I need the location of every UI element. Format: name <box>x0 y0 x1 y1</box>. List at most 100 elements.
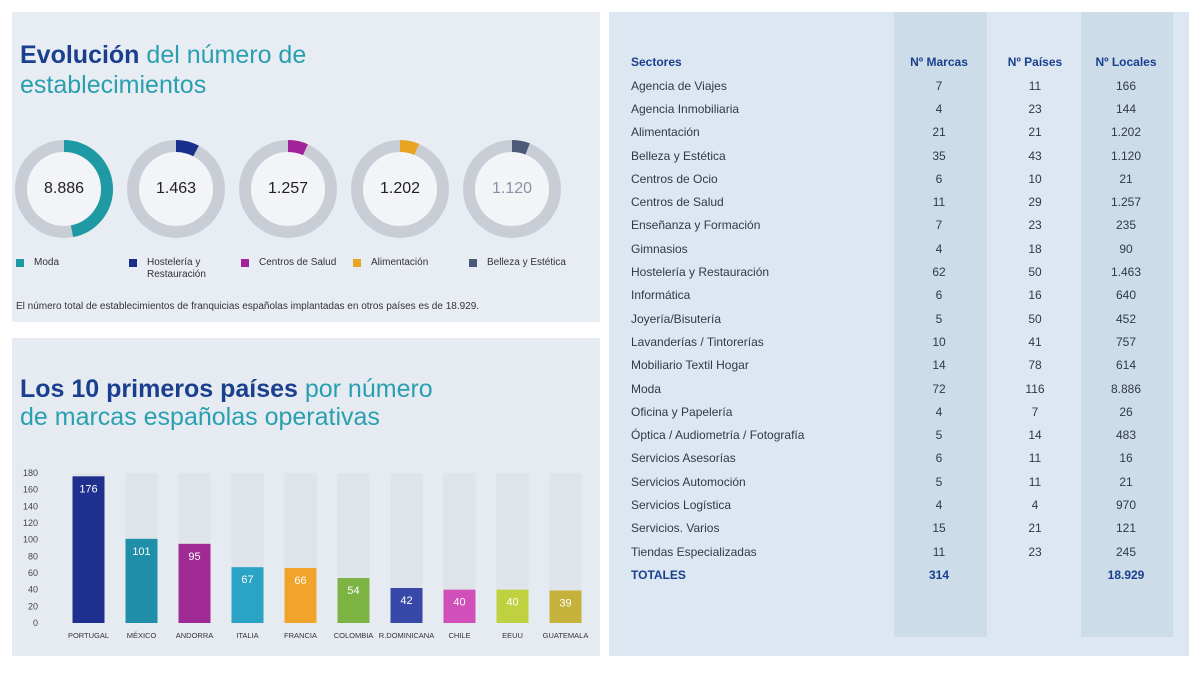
value-cell: 757 <box>1115 334 1137 349</box>
value-cell: 166 <box>1115 78 1137 93</box>
value-cell: 144 <box>1115 101 1137 116</box>
bar-colombia <box>337 578 370 623</box>
sector-name-cell: Alimentación <box>631 125 700 140</box>
sector-name-cell: Mobiliario Textil Hogar <box>631 358 749 373</box>
donut-value-centros-de-salud: 1.257 <box>267 180 309 197</box>
value-cell: 5 <box>935 311 943 326</box>
sector-name-cell: Óptica / Audiometría / Fotografía <box>631 428 805 443</box>
donut-value-alimentacion: 1.202 <box>379 180 421 197</box>
sector-name-cell: Gimnasios <box>631 241 688 256</box>
value-cell: 5 <box>935 428 943 443</box>
sector-name-cell: Enseñanza y Formación <box>631 218 761 233</box>
sector-name-cell: Servicios Automoción <box>631 474 746 489</box>
x-tick-label: PORTUGAL <box>68 631 109 640</box>
totals-value-cell <box>985 563 1085 586</box>
bar-title-line1: Los 10 primeros países por número <box>20 375 433 403</box>
value-cell: 1.202 <box>1110 125 1142 140</box>
column-header-sectores: Sectores <box>631 55 682 69</box>
locales-column-band <box>1081 12 1173 637</box>
donut-hosteleria-y-restauracion: 1.463 <box>124 137 228 241</box>
value-cell: 21 <box>1119 171 1133 186</box>
y-tick-label: 40 <box>28 585 38 595</box>
value-cell: 483 <box>1115 428 1137 443</box>
legend-label: Moda <box>34 257 124 269</box>
column-header-n-marcas: Nº Marcas <box>910 55 968 69</box>
donut-value-belleza-y-estetica: 1.120 <box>491 180 533 197</box>
legend-label-line: Centros de Salud <box>259 257 337 268</box>
bar-panel: Los 10 primeros países por número de mar… <box>12 338 600 656</box>
table-panel: Sectores Nº Marcas Nº Países Nº Locales Age… <box>609 12 1189 656</box>
totals-label-cell: TOTALES <box>631 567 686 582</box>
table-row: Lavanderías / Tintorerías 10 41 757 <box>631 330 1167 353</box>
sector-name-cell: Agencia Inmobiliaria <box>631 101 740 116</box>
donut-title-line2: establecimientos <box>20 71 207 99</box>
sector-name-cell: Tiendas Especializadas <box>631 544 757 559</box>
value-cell: 11 <box>1028 474 1042 489</box>
bar-value-label: 66 <box>294 575 306 587</box>
bar-francia <box>284 568 317 623</box>
donut-alimentacion: 1.202 <box>348 137 452 241</box>
bar-italia <box>231 567 264 623</box>
x-tick-label: CHILE <box>448 631 470 640</box>
bar-chile <box>443 589 476 623</box>
bar-value-label: 176 <box>79 483 97 495</box>
value-cell: 5 <box>935 474 943 489</box>
legend-label: Belleza y Estética <box>487 257 577 269</box>
table-row: Alimentación 21 21 1.202 <box>631 121 1167 144</box>
value-cell: 121 <box>1115 521 1137 536</box>
value-cell: 23 <box>1028 544 1042 559</box>
bar-mexico <box>125 538 158 623</box>
table-row: Servicios Asesorías 6 11 16 <box>631 447 1167 470</box>
totals-value-cell: 314 <box>928 567 950 582</box>
legend-label-line: Moda <box>34 257 60 268</box>
x-tick-label: MÉXICO <box>127 631 157 640</box>
value-cell: 10 <box>932 334 946 349</box>
donut-arc-belleza-y-estetica <box>463 140 561 238</box>
sector-name-cell: Hostelería y Restauración <box>631 265 770 280</box>
bar-guatemala <box>549 590 582 623</box>
table-row: Centros de Ocio 6 10 21 <box>631 167 1167 190</box>
value-cell: 1.120 <box>1110 148 1142 163</box>
value-cell: 8.886 <box>1110 381 1142 396</box>
sector-name-cell: Informática <box>631 288 691 303</box>
sector-name-cell: Belleza y Estética <box>631 148 726 163</box>
value-cell: 21 <box>932 125 946 140</box>
legend-swatch <box>469 259 477 267</box>
value-cell: 245 <box>1115 544 1137 559</box>
value-cell: 18 <box>1028 241 1042 256</box>
value-cell: 50 <box>1028 265 1042 280</box>
table-row: Agencia de Viajes 7 11 166 <box>631 74 1167 97</box>
donut-title-line1: Evolución del número de <box>20 41 307 69</box>
y-tick-label: 60 <box>28 568 38 578</box>
donut-arc-moda <box>15 140 113 238</box>
bar-eeuu <box>496 589 529 623</box>
sector-name-cell: Oficina y Papelería <box>631 404 733 419</box>
donut-panel: Evolución del número de establecimientos… <box>12 12 600 322</box>
legend-label: Centros de Salud <box>259 257 349 269</box>
table-row: Mobiliario Textil Hogar 14 78 614 <box>631 354 1167 377</box>
value-cell: 21 <box>1119 474 1133 489</box>
y-tick-label: 20 <box>28 601 38 611</box>
value-cell: 4 <box>935 497 943 512</box>
value-cell: 14 <box>932 358 946 373</box>
table-row: Centros de Salud 11 29 1.257 <box>631 190 1167 213</box>
value-cell: 21 <box>1028 521 1042 536</box>
legend-swatch <box>16 259 24 267</box>
value-cell: 116 <box>1025 381 1045 396</box>
donut-moda: 8.886 <box>12 137 116 241</box>
donut-ring-alimentacion <box>351 140 449 238</box>
value-cell: 6 <box>935 288 943 303</box>
value-cell: 50 <box>1028 311 1042 326</box>
value-cell: 90 <box>1119 241 1133 256</box>
y-tick-label: 120 <box>23 518 38 528</box>
value-cell: 29 <box>1028 195 1042 210</box>
value-cell: 640 <box>1115 288 1137 303</box>
sector-name-cell: Servicios Asesorías <box>631 451 736 466</box>
table-row: Enseñanza y Formación 7 23 235 <box>631 214 1167 237</box>
table-row: Agencia Inmobiliaria 4 23 144 <box>631 97 1167 120</box>
legend-label-line: Hostelería y <box>147 257 201 268</box>
value-cell: 614 <box>1115 358 1137 373</box>
legend-swatch <box>129 259 137 267</box>
sectors-table: Sectores Nº Marcas Nº Países Nº Locales Age… <box>631 50 1167 587</box>
bar-value-label: 95 <box>188 551 200 563</box>
